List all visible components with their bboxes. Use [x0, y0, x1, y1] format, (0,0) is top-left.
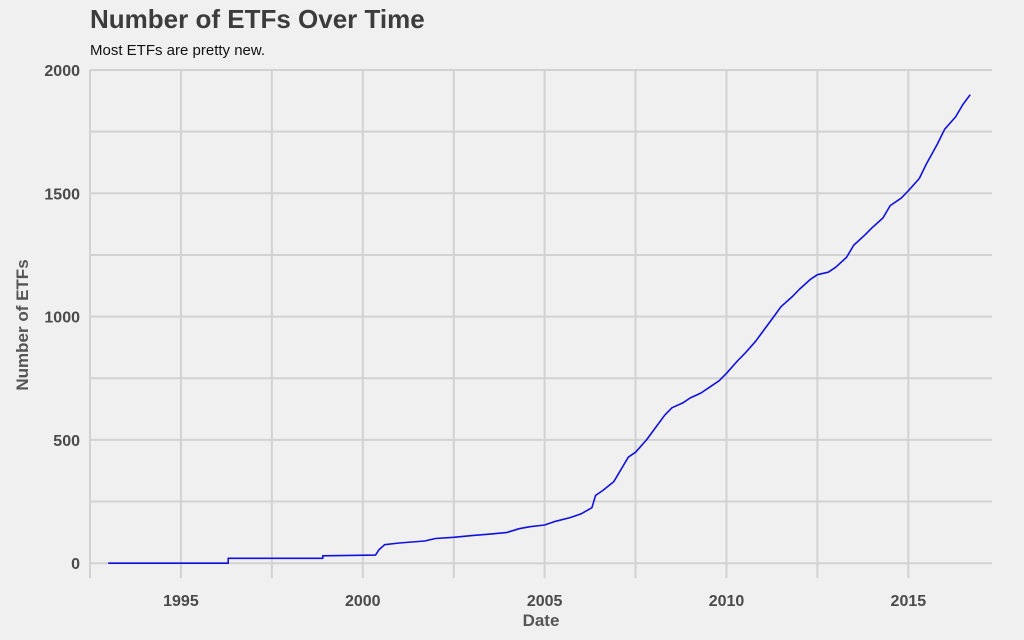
- x-axis-title: Date: [523, 611, 560, 630]
- chart-subtitle: Most ETFs are pretty new.: [90, 42, 266, 59]
- y-tick-label: 1500: [44, 186, 80, 203]
- grid-layer: [89, 69, 992, 578]
- x-tick-label: 2015: [891, 593, 927, 610]
- x-tick-label: 2000: [345, 593, 381, 610]
- y-tick-label: 1000: [44, 310, 80, 327]
- x-tick-label: 2005: [527, 593, 563, 610]
- x-tick-label: 1995: [163, 593, 199, 610]
- series-layer: [108, 94, 971, 565]
- y-tick-label: 2000: [44, 63, 80, 80]
- y-tick-label: 0: [71, 556, 80, 573]
- series-line: [108, 94, 971, 565]
- chart-title: Number of ETFs Over Time: [90, 4, 425, 34]
- y-axis-title: Number of ETFs: [13, 259, 32, 390]
- x-tick-label: 2010: [709, 593, 745, 610]
- y-tick-label: 500: [53, 433, 80, 450]
- tick-layer: 1995 2000 2005 2010 2015 0 500 1000 1500 2000: [44, 63, 926, 610]
